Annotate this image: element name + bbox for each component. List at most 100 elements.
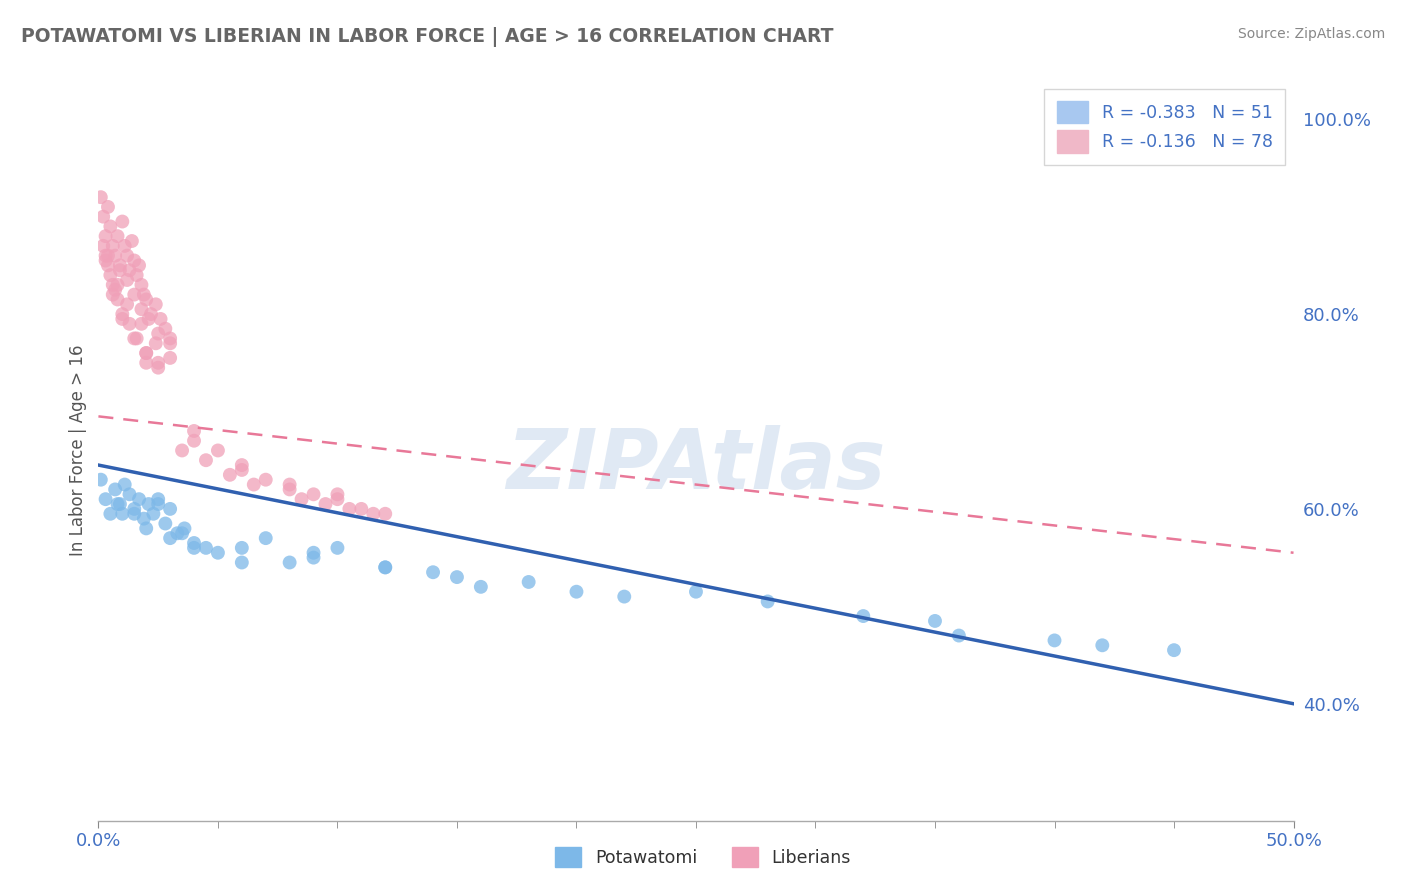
Point bbox=[98, 219, 122, 234]
Point bbox=[145, 336, 167, 351]
Point bbox=[148, 497, 170, 511]
Point bbox=[517, 574, 540, 589]
Point bbox=[350, 502, 373, 516]
Text: ZIPAtlas: ZIPAtlas bbox=[506, 425, 886, 506]
Point bbox=[326, 487, 349, 501]
Point bbox=[135, 521, 157, 535]
Point bbox=[108, 263, 131, 277]
Point bbox=[107, 497, 129, 511]
Text: POTAWATOMI VS LIBERIAN IN LABOR FORCE | AGE > 16 CORRELATION CHART: POTAWATOMI VS LIBERIAN IN LABOR FORCE | … bbox=[21, 27, 834, 46]
Point bbox=[104, 483, 127, 497]
Point bbox=[124, 502, 146, 516]
Point bbox=[115, 249, 138, 263]
Point bbox=[107, 293, 129, 307]
Point bbox=[121, 234, 143, 248]
Point bbox=[118, 487, 141, 501]
Point bbox=[159, 531, 181, 545]
Point bbox=[326, 492, 349, 507]
Point bbox=[148, 356, 170, 370]
Point bbox=[685, 584, 707, 599]
Point bbox=[148, 360, 170, 375]
Point bbox=[948, 629, 970, 643]
Point bbox=[107, 229, 129, 244]
Point bbox=[374, 507, 396, 521]
Point bbox=[243, 477, 266, 491]
Point bbox=[374, 560, 396, 574]
Point bbox=[302, 550, 325, 565]
Point bbox=[132, 511, 155, 525]
Point bbox=[94, 253, 117, 268]
Point bbox=[108, 259, 131, 273]
Point bbox=[470, 580, 492, 594]
Point bbox=[924, 614, 946, 628]
Point bbox=[291, 492, 314, 507]
Point bbox=[90, 190, 112, 204]
Point bbox=[135, 356, 157, 370]
Point bbox=[128, 492, 150, 507]
Point bbox=[159, 331, 181, 345]
Point bbox=[302, 546, 325, 560]
Point bbox=[278, 483, 301, 497]
Point bbox=[97, 200, 120, 214]
Point bbox=[97, 249, 120, 263]
Point bbox=[339, 502, 361, 516]
Point bbox=[135, 346, 157, 360]
Point bbox=[111, 307, 134, 321]
Point bbox=[132, 287, 155, 301]
Point bbox=[98, 507, 122, 521]
Point bbox=[138, 312, 160, 326]
Point bbox=[135, 346, 157, 360]
Point bbox=[446, 570, 468, 584]
Point bbox=[131, 302, 153, 317]
Point bbox=[172, 443, 194, 458]
Point bbox=[115, 297, 138, 311]
Point bbox=[231, 463, 253, 477]
Point bbox=[149, 312, 172, 326]
Point bbox=[118, 263, 141, 277]
Point bbox=[1163, 643, 1185, 657]
Point bbox=[115, 273, 138, 287]
Point bbox=[852, 609, 875, 624]
Point bbox=[98, 268, 122, 282]
Point bbox=[183, 434, 205, 448]
Point bbox=[207, 546, 229, 560]
Point bbox=[315, 497, 337, 511]
Point bbox=[97, 259, 120, 273]
Point bbox=[91, 210, 114, 224]
Point bbox=[104, 249, 127, 263]
Point bbox=[756, 594, 779, 608]
Point bbox=[254, 531, 277, 545]
Point bbox=[148, 326, 170, 341]
Point bbox=[125, 268, 148, 282]
Y-axis label: In Labor Force | Age > 16: In Labor Force | Age > 16 bbox=[69, 344, 87, 557]
Point bbox=[1043, 633, 1066, 648]
Point bbox=[111, 507, 134, 521]
Point bbox=[142, 507, 165, 521]
Point bbox=[173, 521, 195, 535]
Point bbox=[195, 541, 218, 555]
Point bbox=[219, 467, 242, 482]
Point bbox=[108, 497, 131, 511]
Point bbox=[139, 307, 162, 321]
Text: Source: ZipAtlas.com: Source: ZipAtlas.com bbox=[1237, 27, 1385, 41]
Point bbox=[613, 590, 636, 604]
Point bbox=[124, 507, 146, 521]
Point bbox=[1091, 638, 1114, 652]
Point bbox=[148, 492, 170, 507]
Point bbox=[131, 277, 153, 292]
Point bbox=[114, 239, 136, 253]
Point bbox=[125, 331, 148, 345]
Point bbox=[231, 541, 253, 555]
Point bbox=[94, 492, 117, 507]
Point bbox=[231, 556, 253, 570]
Point bbox=[94, 229, 117, 244]
Point bbox=[114, 477, 136, 491]
Point bbox=[159, 336, 181, 351]
Point bbox=[155, 321, 177, 335]
Point bbox=[183, 536, 205, 550]
Point bbox=[155, 516, 177, 531]
Point bbox=[101, 277, 124, 292]
Point bbox=[145, 297, 167, 311]
Point bbox=[111, 312, 134, 326]
Point bbox=[183, 424, 205, 438]
